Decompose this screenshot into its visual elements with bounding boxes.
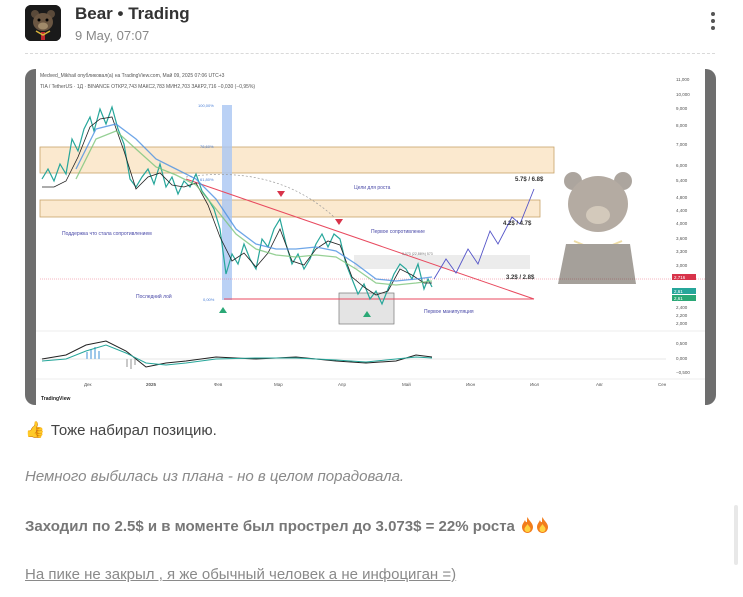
watermark-line: Medved_Mikhail опубликовал(а) на Trading… <box>40 72 225 79</box>
svg-text:Май: Май <box>402 381 411 387</box>
price-tag: 2,716 <box>674 275 686 280</box>
target-high: 5.7$ / 6.8$ <box>515 177 544 183</box>
post-line-1: 👍 Тоже набирал позицию. <box>25 422 217 439</box>
svg-text:Июн: Июн <box>466 382 476 387</box>
post-header: Bear • Trading 9 May, 07:07 <box>0 0 743 54</box>
fib-786: 78,60% <box>200 144 214 149</box>
svg-text:6,000: 6,000 <box>676 163 688 168</box>
arrow-down-red-1 <box>277 191 285 197</box>
svg-text:Мар: Мар <box>274 382 283 387</box>
svg-text:8,000: 8,000 <box>676 123 688 128</box>
svg-text:3,000: 3,000 <box>676 263 688 268</box>
svg-text:2025: 2025 <box>146 382 157 387</box>
scrollbar[interactable] <box>734 505 738 565</box>
label-first-resistance: Первое сопротивление <box>371 229 425 235</box>
svg-text:7,000: 7,000 <box>676 142 688 147</box>
ma-green <box>75 130 433 286</box>
price-candles <box>41 104 433 306</box>
bear-watermark-icon <box>558 172 636 284</box>
symbol-line: TIA / TetherUS · 1Д · BINANCE ОТКР2,743 … <box>40 84 255 90</box>
tradingview-chart: Medved_Mikhail опубликовал(а) на Trading… <box>36 69 705 405</box>
label-support-resistance: Поддержка что стала сопротивлением <box>62 231 152 237</box>
svg-text:10,000: 10,000 <box>676 92 690 97</box>
svg-text:−0,500: −0,500 <box>676 370 690 375</box>
target-mid: 4.2$ / 4.7$ <box>503 221 532 227</box>
manipulation-box <box>338 292 395 325</box>
more-menu-icon[interactable] <box>705 12 721 34</box>
fire-icon <box>537 517 549 533</box>
svg-text:Июл: Июл <box>530 382 540 387</box>
svg-text:Авг: Авг <box>596 382 603 387</box>
label-last-low: Последний лой <box>136 293 172 300</box>
label-manipulation: Первое манипуляция <box>424 309 474 315</box>
fib-618: 61,80% <box>200 177 214 182</box>
label-growth: Цели для роста <box>354 185 391 191</box>
signal-line <box>41 344 433 366</box>
arrow-up-green-2 <box>363 311 371 317</box>
header-divider <box>25 53 715 54</box>
svg-text:9,000: 9,000 <box>676 106 688 111</box>
fib-bar <box>222 105 232 300</box>
svg-text:3,300: 3,300 <box>676 249 688 254</box>
svg-text:4,400: 4,400 <box>676 208 688 213</box>
svg-text:Дек: Дек <box>84 382 92 387</box>
tradingview-logo: TradingView <box>41 396 70 402</box>
svg-text:5,400: 5,400 <box>676 178 688 183</box>
label-range: 3,073 (22,86%) 573 <box>402 252 433 256</box>
svg-text:4,800: 4,800 <box>676 195 688 200</box>
fire-icon <box>522 517 534 533</box>
arc <box>185 174 335 218</box>
bear-icon <box>25 5 61 41</box>
fib-0: 0,00% <box>203 297 215 302</box>
svg-text:2,61: 2,61 <box>674 296 683 301</box>
svg-text:Сен: Сен <box>658 382 667 387</box>
projection-path <box>433 188 535 280</box>
svg-text:2,400: 2,400 <box>676 305 688 310</box>
time-axis: Дек 2025 Фев Мар Апр Май Июн Июл Авг Сен <box>84 381 667 387</box>
channel-name[interactable]: Bear • Trading <box>75 4 190 23</box>
svg-text:0,000: 0,000 <box>676 356 688 361</box>
macd-histogram <box>86 347 136 369</box>
arrow-down-red-2 <box>335 219 343 225</box>
svg-text:2,61: 2,61 <box>674 289 683 294</box>
channel-avatar[interactable] <box>25 5 61 41</box>
target-low: 3.2$ / 2.8$ <box>506 275 535 281</box>
thumbs-up-icon: 👍 <box>25 422 45 439</box>
post-line-3: Заходил по 2.5$ и в моменте был прострел… <box>25 517 549 535</box>
price-axis: 11,000 10,000 9,000 8,000 7,000 6,000 5,… <box>676 77 690 268</box>
svg-text:11,000: 11,000 <box>676 77 690 82</box>
price-shadow <box>42 116 432 296</box>
svg-text:0,500: 0,500 <box>676 341 688 346</box>
chart-image[interactable]: Medved_Mikhail опубликовал(а) на Trading… <box>25 69 716 405</box>
zone-low <box>354 255 530 269</box>
fib-100: 100,00% <box>198 103 214 108</box>
svg-text:4,000: 4,000 <box>676 221 688 226</box>
post-date: 9 May, 07:07 <box>75 28 150 43</box>
post-line-4[interactable]: На пике не закрыл , я же обычный человек… <box>25 566 457 583</box>
macd-line <box>41 340 433 368</box>
zone-high <box>39 146 555 174</box>
svg-text:Апр: Апр <box>338 382 346 387</box>
svg-text:2,200: 2,200 <box>676 313 688 318</box>
post-line-2: Немного выбилась из плана - но в целом п… <box>25 468 405 485</box>
ma-blue <box>75 123 433 282</box>
zone-mid <box>39 199 541 218</box>
svg-text:2,000: 2,000 <box>676 321 688 326</box>
indicator-axis: 0,500 0,000 −0,500 <box>676 341 690 375</box>
trendline-down <box>185 178 535 300</box>
svg-text:3,600: 3,600 <box>676 236 688 241</box>
arrow-up-green-1 <box>219 307 227 313</box>
svg-text:Фев: Фев <box>214 382 223 387</box>
